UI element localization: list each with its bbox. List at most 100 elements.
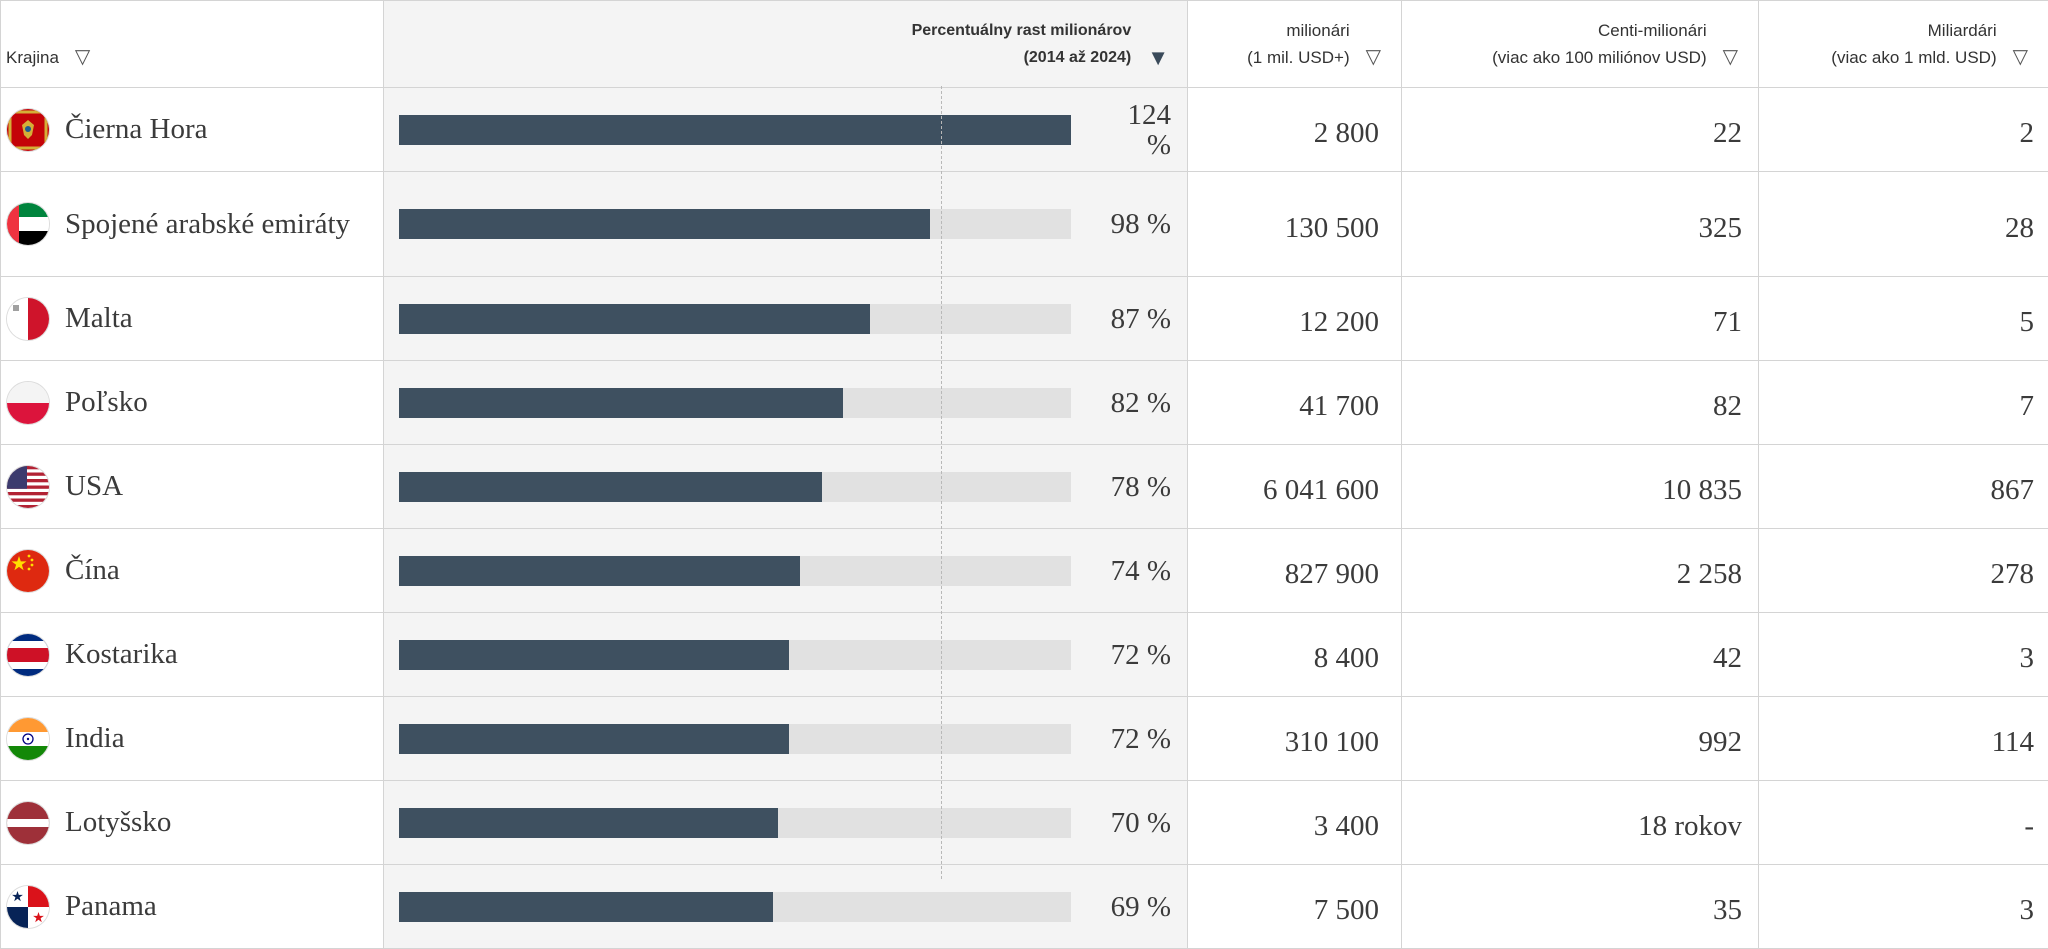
china-flag-icon: [7, 550, 49, 592]
growth-label: 98 %: [1101, 209, 1171, 239]
growth-label: 72 %: [1101, 724, 1171, 754]
millionaires-cell: 3 400: [1188, 781, 1402, 865]
header-growth[interactable]: Percentuálny rast milionárov(2014 až 202…: [384, 1, 1188, 88]
growth-cell: 98 %: [384, 172, 1188, 277]
costa-rica-flag-icon: [7, 634, 49, 676]
growth-label: 70 %: [1101, 808, 1171, 838]
growth-cell: 70 %: [384, 781, 1188, 865]
country-cell: USA: [1, 445, 384, 529]
bar-track: [399, 472, 1071, 502]
country-cell: Malta: [1, 277, 384, 361]
centi-millionaires-cell: 18 rokov: [1402, 781, 1759, 865]
bar-fill: [399, 304, 870, 334]
billionaires-cell: -: [1759, 781, 2048, 865]
centi-millionaires-cell: 992: [1402, 697, 1759, 781]
table-row: Lotyšsko 70 % 3 400 18 rokov -: [1, 781, 2048, 865]
centi-millionaires-cell: 2 258: [1402, 529, 1759, 613]
latvia-flag-icon: [7, 802, 49, 844]
millionaires-cell: 310 100: [1188, 697, 1402, 781]
centi-millionaires-cell: 42: [1402, 613, 1759, 697]
country-cell: India: [1, 697, 384, 781]
billionaires-cell: 2: [1759, 88, 2048, 172]
poland-flag-icon: [7, 382, 49, 424]
millionaires-cell: 2 800: [1188, 88, 1402, 172]
millionaires-cell: 7 500: [1188, 865, 1402, 949]
country-cell: Spojené arabské emiráty: [1, 172, 384, 277]
bar-track: [399, 724, 1071, 754]
growth-label: 82 %: [1101, 388, 1171, 418]
header-millionaires[interactable]: milionári (1 mil. USD+) ▽: [1188, 1, 1402, 88]
billionaires-cell: 278: [1759, 529, 2048, 613]
header-growth-line1: Percentuálny rast milionárov: [912, 22, 1132, 39]
bar-fill: [399, 472, 822, 502]
millionaires-cell: 827 900: [1188, 529, 1402, 613]
panama-flag-icon: [7, 886, 49, 928]
growth-label: 87 %: [1101, 304, 1171, 334]
table-row: Spojené arabské emiráty 98 % 130 500 325…: [1, 172, 2048, 277]
centi-millionaires-cell: 35: [1402, 865, 1759, 949]
growth-label: 78 %: [1101, 472, 1171, 502]
header-row: Krajina▽ Percentuálny rast milionárov(20…: [1, 1, 2048, 88]
bar-track: [399, 209, 1071, 239]
bar-fill: [399, 724, 789, 754]
table-row: India 72 % 310 100 992 114: [1, 697, 2048, 781]
bar-fill: [399, 892, 773, 922]
millionaires-cell: 41 700: [1188, 361, 1402, 445]
centi-millionaires-cell: 325: [1402, 172, 1759, 277]
country-name: Spojené arabské emiráty: [65, 209, 350, 240]
country-name: Lotyšsko: [65, 807, 171, 838]
montenegro-flag-icon: [7, 109, 49, 151]
billionaires-cell: 114: [1759, 697, 2048, 781]
header-billionaires[interactable]: Miliardári (viac ako 1 mld. USD) ▽: [1759, 1, 2048, 88]
sort-icon[interactable]: ▽: [2013, 44, 2028, 71]
centi-millionaires-cell: 71: [1402, 277, 1759, 361]
millionaires-cell: 130 500: [1188, 172, 1402, 277]
header-millionaires-line2: (1 mil. USD+): [1247, 48, 1349, 67]
table-row: Kostarika 72 % 8 400 42 3: [1, 613, 2048, 697]
table-row: Malta 87 % 12 200 71 5: [1, 277, 2048, 361]
growth-cell: 72 %: [384, 613, 1188, 697]
bar-fill: [399, 556, 800, 586]
growth-cell: 82 %: [384, 361, 1188, 445]
country-name: India: [65, 723, 125, 754]
header-millionaires-line1: milionári: [1286, 21, 1349, 40]
sort-active-icon[interactable]: ▼: [1147, 44, 1169, 71]
growth-cell: 124 %: [384, 88, 1188, 172]
sort-icon[interactable]: ▽: [1723, 44, 1738, 71]
growth-label: 72 %: [1101, 640, 1171, 670]
sort-icon[interactable]: ▽: [1366, 44, 1381, 71]
growth-cell: 69 %: [384, 865, 1188, 949]
header-billionaires-line2: (viac ako 1 mld. USD): [1831, 48, 1996, 67]
table-row: Panama 69 % 7 500 35 3: [1, 865, 2048, 949]
bar-track: [399, 892, 1071, 922]
bar-fill: [399, 209, 930, 239]
uae-flag-icon: [7, 203, 49, 245]
millionaires-cell: 6 041 600: [1188, 445, 1402, 529]
country-name: Poľsko: [65, 387, 148, 418]
centi-millionaires-cell: 10 835: [1402, 445, 1759, 529]
bar-track: [399, 304, 1071, 334]
country-cell: Poľsko: [1, 361, 384, 445]
header-billionaires-line1: Miliardári: [1928, 21, 1997, 40]
billionaires-cell: 3: [1759, 613, 2048, 697]
sort-icon[interactable]: ▽: [75, 44, 90, 71]
country-name: Čína: [65, 555, 120, 586]
growth-label: 74 %: [1101, 556, 1171, 586]
billionaires-cell: 5: [1759, 277, 2048, 361]
billionaires-cell: 867: [1759, 445, 2048, 529]
growth-label: 124 %: [1101, 100, 1171, 160]
bar-track: [399, 115, 1071, 145]
header-centi-millionaires[interactable]: Centi-milionári(viac ako 100 miliónov US…: [1402, 1, 1759, 88]
growth-cell: 74 %: [384, 529, 1188, 613]
india-flag-icon: [7, 718, 49, 760]
header-centi-line1: Centi-milionári: [1598, 21, 1707, 40]
country-cell: Čierna Hora: [1, 88, 384, 172]
millionaires-cell: 8 400: [1188, 613, 1402, 697]
table-row: USA 78 % 6 041 600 10 835 867: [1, 445, 2048, 529]
country-cell: Panama: [1, 865, 384, 949]
growth-cell: 72 %: [384, 697, 1188, 781]
bar-fill: [399, 640, 789, 670]
header-country[interactable]: Krajina▽: [1, 1, 384, 88]
country-name: Panama: [65, 891, 157, 922]
growth-label: 69 %: [1101, 892, 1171, 922]
